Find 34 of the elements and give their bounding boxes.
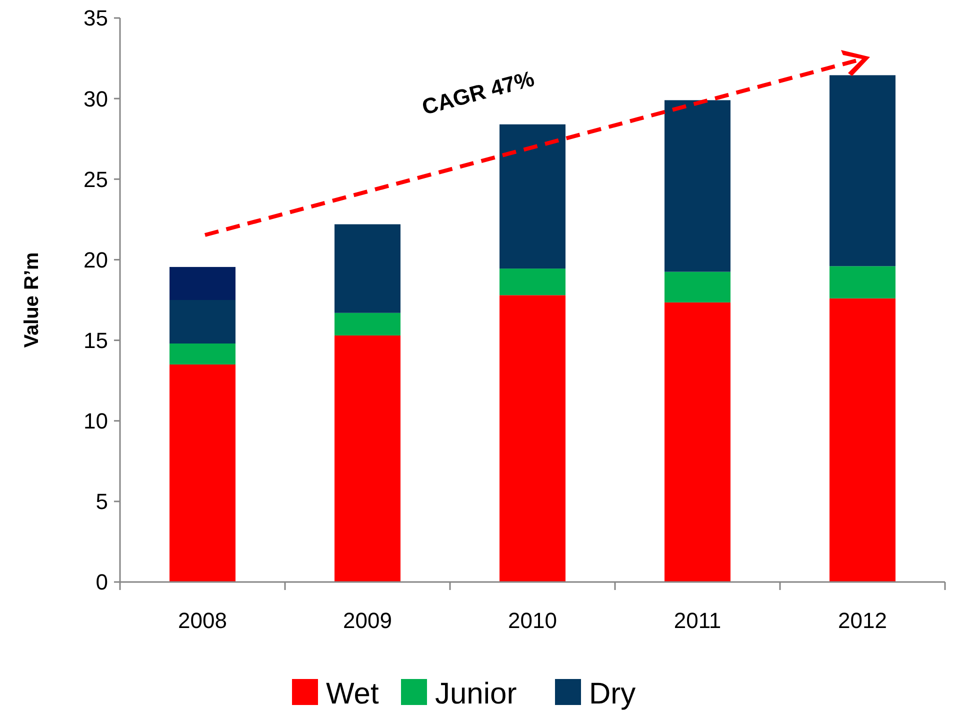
- bar: [500, 295, 566, 582]
- bar: [500, 124, 566, 269]
- x-tick-label: 2010: [508, 608, 557, 633]
- bar: [334, 335, 400, 582]
- bar: [830, 75, 896, 266]
- y-tick-label: 0: [96, 570, 108, 595]
- y-tick-label: 25: [84, 166, 108, 192]
- bar: [170, 266, 236, 300]
- annotation: CAGR 47%: [419, 66, 537, 120]
- y-tick-label: 15: [84, 328, 108, 353]
- legend-label: Junior: [435, 678, 517, 710]
- bar: [334, 312, 400, 336]
- bar: [500, 268, 566, 296]
- legend-label: Dry: [589, 678, 636, 710]
- y-tick-label: 35: [84, 6, 108, 31]
- bar: [170, 300, 236, 344]
- x-tick-label: 2008: [178, 608, 227, 633]
- y-tick-label: 30: [84, 86, 108, 112]
- legend-label: Wet: [326, 678, 380, 710]
- bar: [664, 100, 730, 272]
- bar: [664, 272, 730, 302]
- y-axis-title: Value R’m: [21, 252, 43, 348]
- bar: [830, 266, 896, 298]
- bar: [170, 344, 236, 364]
- bar: [830, 298, 896, 582]
- x-tick-label: 2011: [674, 608, 722, 633]
- y-tick-label: 5: [96, 489, 108, 514]
- x-tick-label: 2009: [343, 608, 392, 633]
- y-tick-label: 20: [84, 247, 108, 272]
- x-tick-label: 2012: [838, 608, 887, 633]
- bar: [170, 364, 236, 582]
- bar: [334, 224, 400, 313]
- bar: [664, 302, 730, 582]
- y-tick-label: 10: [84, 408, 108, 434]
